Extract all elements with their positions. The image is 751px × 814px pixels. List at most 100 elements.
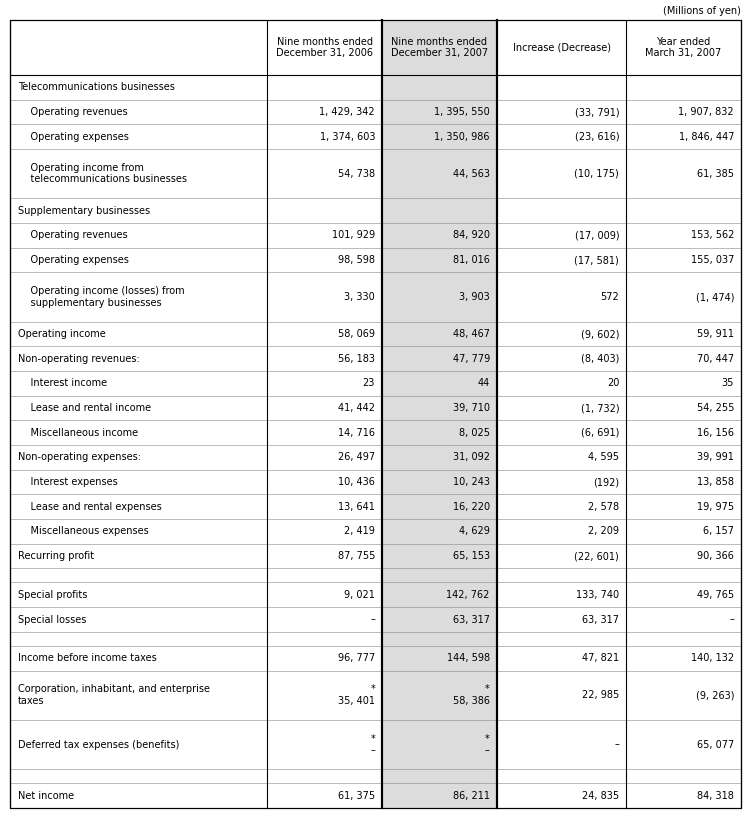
Text: 1, 374, 603: 1, 374, 603 bbox=[320, 132, 375, 142]
Text: Nine months ended
December 31, 2006: Nine months ended December 31, 2006 bbox=[276, 37, 373, 59]
Text: 31, 092: 31, 092 bbox=[453, 453, 490, 462]
Text: 49, 765: 49, 765 bbox=[697, 590, 734, 600]
Text: –: – bbox=[729, 615, 734, 624]
Text: (8, 403): (8, 403) bbox=[581, 354, 620, 364]
Text: 61, 375: 61, 375 bbox=[338, 790, 375, 801]
Text: 3, 330: 3, 330 bbox=[344, 292, 375, 302]
Text: 1, 350, 986: 1, 350, 986 bbox=[434, 132, 490, 142]
Text: 90, 366: 90, 366 bbox=[697, 551, 734, 561]
Text: *
–: * – bbox=[370, 733, 375, 755]
Text: 2, 209: 2, 209 bbox=[588, 527, 620, 536]
Text: 10, 243: 10, 243 bbox=[453, 477, 490, 487]
Text: 54, 255: 54, 255 bbox=[697, 403, 734, 413]
Text: 98, 598: 98, 598 bbox=[338, 255, 375, 265]
Text: 65, 153: 65, 153 bbox=[453, 551, 490, 561]
Text: –: – bbox=[370, 615, 375, 624]
Text: Operating expenses: Operating expenses bbox=[18, 132, 129, 142]
Text: 20: 20 bbox=[607, 379, 620, 388]
Text: Operating revenues: Operating revenues bbox=[18, 107, 128, 117]
Text: 70, 447: 70, 447 bbox=[697, 354, 734, 364]
Text: 4, 629: 4, 629 bbox=[459, 527, 490, 536]
Text: 19, 975: 19, 975 bbox=[697, 501, 734, 512]
Text: Year ended
March 31, 2007: Year ended March 31, 2007 bbox=[646, 37, 722, 59]
Text: Non-operating expenses:: Non-operating expenses: bbox=[18, 453, 141, 462]
Text: (22, 601): (22, 601) bbox=[575, 551, 620, 561]
Text: (9, 602): (9, 602) bbox=[581, 329, 620, 339]
Text: Corporation, inhabitant, and enterprise
taxes: Corporation, inhabitant, and enterprise … bbox=[18, 685, 210, 706]
Text: 3, 903: 3, 903 bbox=[459, 292, 490, 302]
Text: Special losses: Special losses bbox=[18, 615, 86, 624]
Text: 2, 578: 2, 578 bbox=[588, 501, 620, 512]
Text: 84, 920: 84, 920 bbox=[453, 230, 490, 240]
Text: 48, 467: 48, 467 bbox=[453, 329, 490, 339]
Text: Operating income: Operating income bbox=[18, 329, 106, 339]
Text: 23: 23 bbox=[363, 379, 375, 388]
Text: Income before income taxes: Income before income taxes bbox=[18, 654, 157, 663]
Text: Nine months ended
December 31, 2007: Nine months ended December 31, 2007 bbox=[391, 37, 488, 59]
Text: (Millions of yen): (Millions of yen) bbox=[663, 6, 741, 16]
Text: 155, 037: 155, 037 bbox=[691, 255, 734, 265]
Text: 4, 595: 4, 595 bbox=[588, 453, 620, 462]
Text: –: – bbox=[614, 740, 620, 750]
Text: 153, 562: 153, 562 bbox=[691, 230, 734, 240]
Text: 59, 911: 59, 911 bbox=[697, 329, 734, 339]
Text: 84, 318: 84, 318 bbox=[697, 790, 734, 801]
Text: 1, 907, 832: 1, 907, 832 bbox=[678, 107, 734, 117]
Text: Operating income (losses) from
    supplementary businesses: Operating income (losses) from supplemen… bbox=[18, 287, 185, 308]
Text: (17, 581): (17, 581) bbox=[575, 255, 620, 265]
Text: 65, 077: 65, 077 bbox=[697, 740, 734, 750]
Text: 24, 835: 24, 835 bbox=[582, 790, 620, 801]
Text: (9, 263): (9, 263) bbox=[695, 690, 734, 700]
Text: 22, 985: 22, 985 bbox=[582, 690, 620, 700]
Text: Non-operating revenues:: Non-operating revenues: bbox=[18, 354, 140, 364]
Text: 572: 572 bbox=[601, 292, 620, 302]
Text: 1, 846, 447: 1, 846, 447 bbox=[678, 132, 734, 142]
Text: 87, 755: 87, 755 bbox=[338, 551, 375, 561]
Text: *
35, 401: * 35, 401 bbox=[338, 685, 375, 706]
Text: 16, 156: 16, 156 bbox=[697, 427, 734, 438]
Text: Special profits: Special profits bbox=[18, 590, 87, 600]
Text: 10, 436: 10, 436 bbox=[338, 477, 375, 487]
Text: 39, 710: 39, 710 bbox=[453, 403, 490, 413]
Text: 8, 025: 8, 025 bbox=[459, 427, 490, 438]
Text: 16, 220: 16, 220 bbox=[453, 501, 490, 512]
Text: Recurring profit: Recurring profit bbox=[18, 551, 94, 561]
Text: Lease and rental income: Lease and rental income bbox=[18, 403, 151, 413]
Text: 9, 021: 9, 021 bbox=[344, 590, 375, 600]
Text: 133, 740: 133, 740 bbox=[576, 590, 620, 600]
Text: Miscellaneous income: Miscellaneous income bbox=[18, 427, 138, 438]
Text: 41, 442: 41, 442 bbox=[338, 403, 375, 413]
Text: (192): (192) bbox=[593, 477, 620, 487]
Text: 58, 069: 58, 069 bbox=[338, 329, 375, 339]
Text: 140, 132: 140, 132 bbox=[691, 654, 734, 663]
Text: (23, 616): (23, 616) bbox=[575, 132, 620, 142]
Text: *
58, 386: * 58, 386 bbox=[453, 685, 490, 706]
Text: (1, 474): (1, 474) bbox=[695, 292, 734, 302]
Text: Lease and rental expenses: Lease and rental expenses bbox=[18, 501, 161, 512]
Text: Deferred tax expenses (benefits): Deferred tax expenses (benefits) bbox=[18, 740, 179, 750]
Text: 13, 858: 13, 858 bbox=[697, 477, 734, 487]
Text: Operating revenues: Operating revenues bbox=[18, 230, 128, 240]
Text: 101, 929: 101, 929 bbox=[332, 230, 375, 240]
Text: Interest income: Interest income bbox=[18, 379, 107, 388]
Text: Operating income from
    telecommunications businesses: Operating income from telecommunications… bbox=[18, 163, 187, 185]
Text: 35: 35 bbox=[722, 379, 734, 388]
Text: 86, 211: 86, 211 bbox=[453, 790, 490, 801]
Text: (6, 691): (6, 691) bbox=[581, 427, 620, 438]
Text: (1, 732): (1, 732) bbox=[581, 403, 620, 413]
Text: 14, 716: 14, 716 bbox=[338, 427, 375, 438]
Text: 61, 385: 61, 385 bbox=[697, 168, 734, 179]
Text: 2, 419: 2, 419 bbox=[344, 527, 375, 536]
Text: 6, 157: 6, 157 bbox=[703, 527, 734, 536]
Text: (17, 009): (17, 009) bbox=[575, 230, 620, 240]
Bar bbox=[382, 20, 497, 808]
Text: 26, 497: 26, 497 bbox=[338, 453, 375, 462]
Text: (33, 791): (33, 791) bbox=[575, 107, 620, 117]
Text: 63, 317: 63, 317 bbox=[582, 615, 620, 624]
Text: Interest expenses: Interest expenses bbox=[18, 477, 118, 487]
Text: Net income: Net income bbox=[18, 790, 74, 801]
Text: 44: 44 bbox=[478, 379, 490, 388]
Text: Telecommunications businesses: Telecommunications businesses bbox=[18, 82, 175, 92]
Text: 96, 777: 96, 777 bbox=[338, 654, 375, 663]
Text: 54, 738: 54, 738 bbox=[338, 168, 375, 179]
